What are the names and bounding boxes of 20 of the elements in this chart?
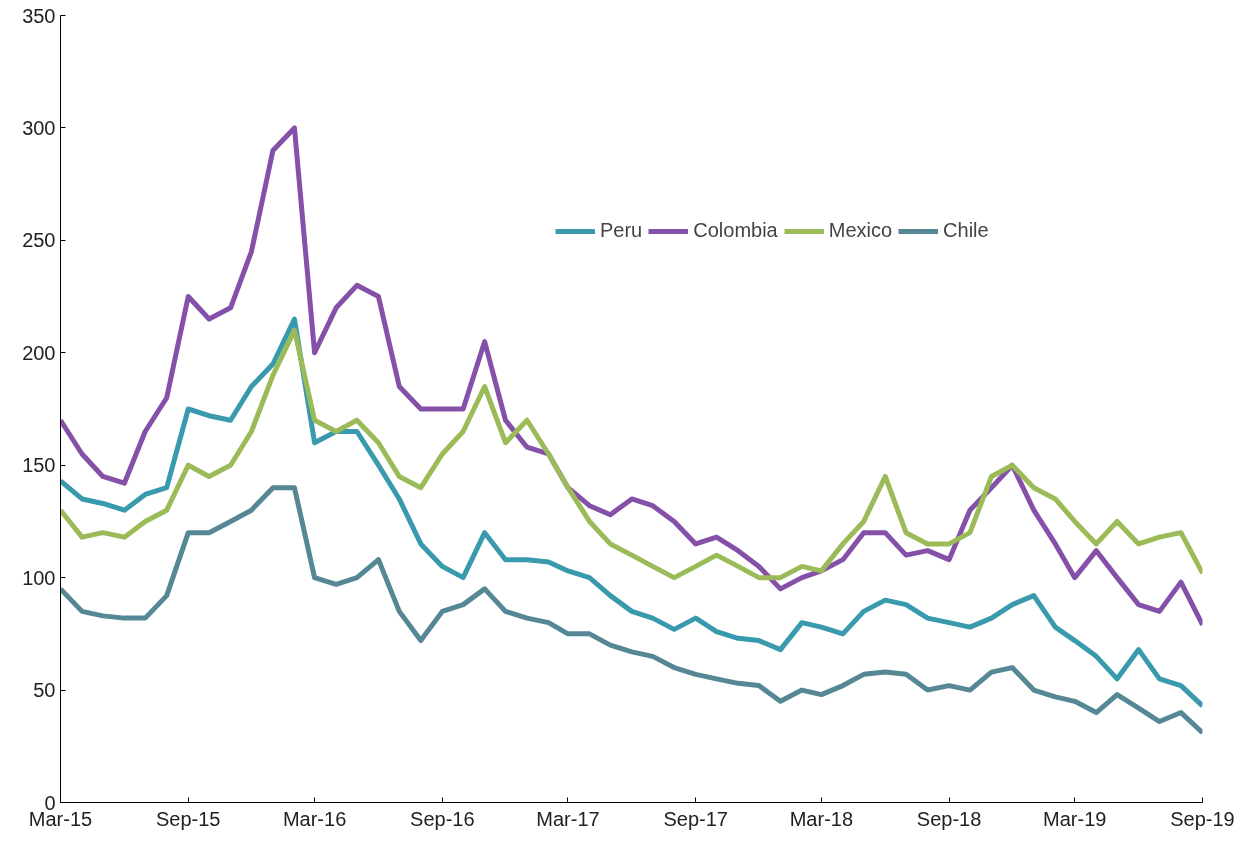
x-tick-label: Mar-17 (536, 807, 600, 830)
x-tick-label: Mar-16 (282, 807, 347, 830)
y-tick-label: 150 (22, 454, 56, 477)
y-tick-label: 200 (22, 341, 56, 364)
x-tick-label: Mar-19 (1043, 807, 1107, 830)
x-tick-label: Sep-19 (1170, 807, 1235, 830)
x-tick-label: Mar-18 (789, 807, 854, 830)
x-tick-label: Sep-16 (410, 807, 475, 830)
y-tick-label: 250 (22, 229, 56, 252)
x-tick-label: Sep-15 (155, 807, 221, 830)
legend-label: Colombia (693, 219, 778, 242)
legend-label: Mexico (828, 219, 893, 242)
x-tick-label: Sep-17 (663, 807, 728, 830)
y-tick-label: 50 (33, 679, 56, 702)
y-tick-label: 100 (22, 566, 56, 589)
x-tick-label: Sep-18 (916, 807, 982, 830)
y-tick-label: 300 (22, 116, 56, 139)
y-tick-label: 350 (22, 4, 56, 27)
legend-label: Peru (600, 219, 643, 242)
legend-label: Chile (943, 219, 989, 242)
